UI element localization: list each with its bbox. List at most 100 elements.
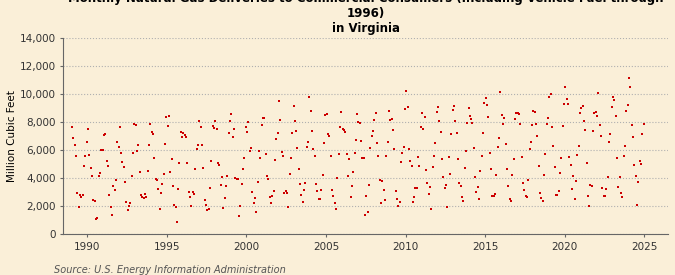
Point (358, 156, 369, 160)
Point (126, 174, 137, 178)
Point (400, 107, 410, 112)
Point (593, 91, 604, 95)
Point (74, 205, 84, 209)
Point (489, 192, 500, 197)
Point (84, 153, 95, 157)
Point (88, 198, 99, 202)
Point (357, 155, 368, 160)
Point (264, 194, 275, 199)
Point (421, 167, 431, 172)
Point (265, 200, 276, 205)
Point (369, 118, 380, 123)
Point (595, 123, 605, 127)
Point (378, 188, 389, 192)
Point (250, 196, 261, 200)
Point (78, 193, 88, 197)
Point (308, 147, 319, 152)
Point (333, 152, 344, 156)
Point (205, 186, 215, 190)
Point (161, 115, 171, 120)
Point (235, 204, 246, 208)
Point (312, 189, 323, 193)
Point (535, 191, 545, 196)
Point (466, 117, 477, 121)
Point (148, 132, 159, 136)
Point (608, 95, 618, 100)
Point (221, 184, 232, 188)
Point (281, 191, 292, 196)
Point (415, 125, 426, 130)
Point (305, 109, 316, 113)
Point (609, 98, 620, 102)
Point (431, 110, 442, 114)
Point (556, 155, 567, 160)
Point (100, 132, 111, 136)
Point (485, 150, 495, 155)
Point (254, 148, 265, 153)
Point (602, 174, 613, 179)
Point (518, 181, 529, 185)
Point (435, 129, 446, 134)
Point (485, 167, 496, 172)
Point (292, 146, 303, 151)
Point (210, 118, 221, 123)
Point (140, 192, 151, 196)
Point (500, 142, 511, 147)
Point (111, 178, 122, 182)
Point (178, 131, 189, 135)
Point (273, 99, 284, 103)
Point (219, 196, 230, 200)
Point (338, 126, 348, 131)
Point (173, 187, 184, 192)
Point (251, 210, 262, 214)
Point (520, 194, 531, 198)
Point (92, 216, 103, 221)
Point (560, 85, 570, 90)
Point (554, 189, 564, 193)
Point (177, 134, 188, 139)
Point (317, 173, 328, 178)
Point (342, 174, 353, 178)
Point (95, 170, 105, 175)
Point (422, 180, 433, 185)
Point (186, 204, 197, 208)
Point (624, 75, 634, 80)
Point (206, 159, 217, 164)
Point (258, 116, 269, 120)
Point (418, 126, 429, 131)
Point (124, 204, 134, 209)
Point (275, 118, 286, 122)
Point (529, 110, 540, 114)
Point (492, 145, 503, 149)
Point (350, 138, 361, 142)
Point (234, 213, 244, 218)
Point (327, 188, 338, 192)
Point (267, 194, 277, 198)
Point (163, 114, 174, 119)
Point (315, 197, 325, 201)
Point (99, 133, 109, 138)
Point (166, 156, 177, 161)
Point (635, 162, 646, 166)
Point (381, 154, 392, 158)
Point (103, 164, 113, 168)
Point (194, 119, 205, 123)
Point (506, 199, 516, 204)
Point (338, 128, 349, 133)
Y-axis label: Million Cubic Feet: Million Cubic Feet (7, 90, 17, 182)
Point (360, 213, 371, 217)
Point (155, 191, 166, 195)
Point (167, 184, 178, 189)
Point (487, 194, 497, 198)
Point (408, 200, 418, 204)
Point (279, 191, 290, 195)
Point (108, 184, 119, 188)
Point (119, 180, 130, 184)
Point (227, 134, 238, 139)
Point (214, 163, 225, 167)
Point (132, 148, 142, 153)
Point (511, 111, 522, 116)
Point (223, 131, 234, 135)
Point (569, 196, 580, 201)
Point (621, 109, 632, 114)
